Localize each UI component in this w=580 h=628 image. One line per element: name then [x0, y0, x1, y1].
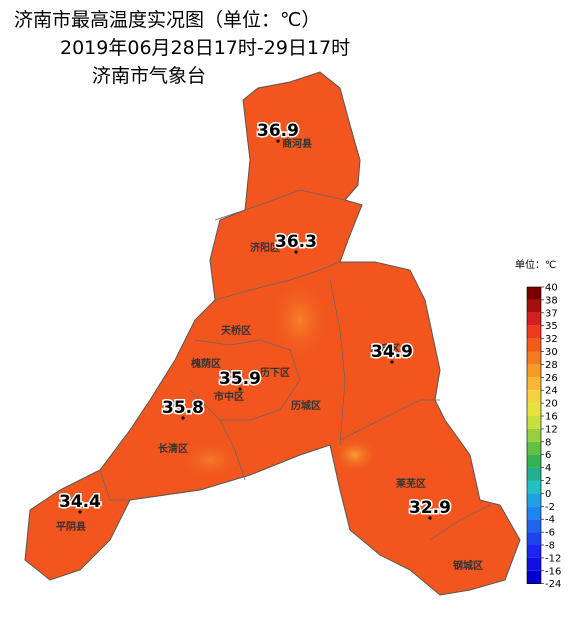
temperature-label: 32.9 — [409, 498, 451, 518]
region — [24, 71, 521, 596]
district-label: 商河县 — [282, 137, 312, 150]
legend-tick-label: -2 — [545, 502, 555, 513]
legend-swatch — [527, 480, 541, 494]
district-label: 市中区 — [214, 390, 244, 403]
legend-swatch — [527, 338, 541, 352]
legend-tick-label: 28 — [545, 360, 558, 371]
legend-swatch — [527, 390, 541, 404]
district-label: 天桥区 — [221, 324, 251, 337]
legend-swatch — [527, 351, 541, 365]
district-border — [214, 189, 346, 221]
legend-tick-label: 0 — [545, 489, 551, 500]
station-dot — [390, 360, 394, 364]
district-label: 长清区 — [158, 442, 188, 455]
legend-tick-label: 12 — [545, 424, 558, 435]
legend-swatch — [527, 299, 541, 313]
temperature-label: 34.4 — [59, 492, 101, 512]
legend-swatch — [527, 287, 541, 300]
station-dot — [238, 387, 242, 391]
legend-tick-label: 20 — [545, 399, 558, 410]
legend-swatch — [527, 532, 541, 545]
legend-tick-label: 8 — [545, 437, 551, 448]
temperature-label: 35.9 — [219, 369, 261, 389]
district-label: 槐荫区 — [190, 357, 221, 370]
legend-tick-label: 30 — [545, 347, 558, 358]
station-dot — [181, 416, 185, 420]
district-label: 莱芜区 — [396, 477, 426, 490]
warm-patch — [180, 440, 240, 480]
title: 济南市最高温度实况图（单位：℃） — [14, 9, 320, 31]
legend-tick-label: -24 — [545, 579, 561, 590]
issuer: 济南市气象台 — [92, 65, 206, 87]
legend-tick-label: 35 — [545, 321, 558, 332]
legend-swatch — [527, 557, 541, 571]
legend-tick-label: 32 — [545, 334, 558, 345]
legend-tick-label: 37 — [545, 308, 558, 319]
temperature-label: 35.8 — [162, 398, 204, 418]
legend-swatch — [527, 403, 541, 416]
legend-tick-label: 16 — [545, 412, 558, 423]
temperature-label: 36.3 — [275, 232, 317, 252]
legend-swatch — [527, 545, 541, 558]
legend-swatch — [527, 416, 541, 429]
legend-swatch — [527, 493, 541, 507]
legend-swatch — [527, 454, 541, 468]
legend-tick-label: -6 — [545, 528, 555, 539]
legend-swatch — [527, 570, 541, 584]
legend-tick-label: 38 — [545, 295, 558, 306]
legend-tick-label: 26 — [545, 373, 558, 384]
legend-tick-label: -8 — [545, 541, 555, 552]
legend-swatch — [527, 428, 541, 442]
temperature-label: 34.9 — [371, 342, 413, 362]
district-border — [339, 399, 440, 441]
legend-swatch — [527, 519, 541, 533]
station-dot — [294, 250, 298, 254]
legend-swatch — [527, 325, 541, 339]
district-label: 济阳区 — [250, 241, 280, 254]
legend-swatch — [527, 467, 541, 481]
station-dot — [276, 139, 280, 143]
legend-title: 单位：℃ — [515, 258, 556, 271]
legend-tick-label: -12 — [545, 553, 561, 564]
district-border — [189, 339, 301, 421]
district-label: 历城区 — [291, 399, 321, 412]
district-label: 章丘区 — [370, 342, 400, 355]
legend-tick-label: 2 — [545, 476, 551, 487]
legend-frame — [526, 286, 542, 585]
warm-patch — [333, 437, 377, 473]
district-label: 历下区 — [260, 367, 290, 379]
station-dot — [78, 510, 82, 514]
temperature-label: 36.9 — [257, 121, 299, 141]
station-dot — [428, 516, 432, 520]
district-label: 钢城区 — [453, 559, 483, 572]
legend-swatch — [527, 364, 541, 378]
district-border — [429, 504, 491, 541]
legend-swatch — [527, 506, 541, 520]
legend: 单位：℃40383735323028262420161286420-2-4-6-… — [515, 258, 561, 590]
district-border — [219, 419, 246, 481]
district-border — [214, 261, 341, 301]
district-border — [329, 279, 346, 446]
legend-swatch — [527, 312, 541, 326]
legend-tick-label: 6 — [545, 450, 551, 461]
warm-patch — [270, 280, 330, 360]
legend-swatch — [527, 377, 541, 391]
legend-tick-label: 4 — [545, 463, 551, 474]
district-border — [99, 469, 130, 501]
legend-tick-label: 24 — [545, 386, 558, 397]
legend-tick-label: 40 — [545, 283, 558, 294]
legend-swatch — [527, 441, 541, 455]
district-label: 平阴县 — [56, 521, 86, 533]
legend-tick-label: -16 — [545, 566, 561, 577]
subtitle: 2019年06月28日17时-29日17时 — [60, 37, 350, 59]
legend-tick-label: -4 — [545, 515, 555, 526]
